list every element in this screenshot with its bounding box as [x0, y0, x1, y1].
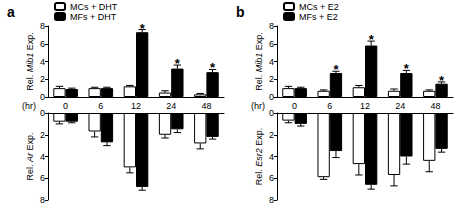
svg-text:(hr): (hr) — [22, 101, 36, 111]
svg-text:MCs + DHT: MCs + DHT — [70, 2, 118, 12]
svg-text:*: * — [369, 32, 375, 47]
svg-text:48: 48 — [430, 101, 440, 111]
svg-text:4: 4 — [269, 152, 274, 162]
svg-text:24: 24 — [395, 101, 405, 111]
svg-text:*: * — [210, 60, 216, 75]
svg-text:4: 4 — [40, 152, 45, 162]
svg-text:6: 6 — [98, 101, 103, 111]
svg-text:2: 2 — [269, 130, 274, 140]
svg-text:Exp.: Exp. — [25, 32, 35, 50]
svg-text:4: 4 — [40, 57, 45, 67]
svg-text:MFs + DHT: MFs + DHT — [70, 12, 117, 22]
svg-text:Rel.: Rel. — [25, 162, 35, 181]
svg-text:8: 8 — [269, 195, 274, 205]
svg-text:8: 8 — [40, 195, 45, 205]
svg-text:8: 8 — [40, 21, 45, 31]
svg-text:0: 0 — [269, 92, 274, 102]
svg-text:0: 0 — [269, 108, 274, 118]
svg-text:MCs + E2: MCs + E2 — [299, 2, 339, 12]
svg-text:6: 6 — [269, 173, 274, 183]
svg-text:*: * — [404, 61, 410, 76]
svg-text:(hr): (hr) — [251, 101, 265, 111]
svg-text:Rel.: Rel. — [25, 72, 35, 91]
svg-text:8: 8 — [269, 21, 274, 31]
svg-text:*: * — [439, 73, 445, 88]
svg-text:Exp.: Exp. — [25, 132, 35, 150]
svg-text:6: 6 — [269, 39, 274, 49]
svg-text:0: 0 — [63, 101, 68, 111]
svg-text:6: 6 — [40, 39, 45, 49]
svg-text:MFs + E2: MFs + E2 — [299, 12, 338, 22]
svg-text:12: 12 — [131, 101, 141, 111]
svg-text:*: * — [175, 56, 181, 71]
svg-text:2: 2 — [40, 130, 45, 140]
svg-text:Mib1: Mib1 — [254, 50, 264, 72]
svg-text:b: b — [236, 4, 245, 20]
svg-text:a: a — [7, 4, 15, 20]
svg-text:48: 48 — [201, 101, 211, 111]
svg-text:Rel.: Rel. — [254, 167, 264, 186]
svg-text:24: 24 — [166, 101, 176, 111]
svg-text:*: * — [140, 21, 146, 36]
svg-text:Rel.: Rel. — [254, 72, 264, 91]
svg-text:2: 2 — [40, 74, 45, 84]
svg-text:Esr2: Esr2 — [254, 146, 264, 167]
svg-text:0: 0 — [40, 108, 45, 118]
svg-text:12: 12 — [360, 101, 370, 111]
svg-text:Exp.: Exp. — [254, 128, 264, 146]
svg-text:4: 4 — [269, 57, 274, 67]
svg-text:*: * — [333, 62, 339, 77]
svg-text:Ar: Ar — [25, 150, 35, 163]
svg-text:0: 0 — [292, 101, 297, 111]
svg-text:0: 0 — [40, 92, 45, 102]
svg-text:6: 6 — [327, 101, 332, 111]
svg-text:2: 2 — [269, 74, 274, 84]
svg-text:6: 6 — [40, 173, 45, 183]
svg-text:Exp.: Exp. — [254, 32, 264, 50]
svg-text:Mib1: Mib1 — [25, 50, 35, 72]
